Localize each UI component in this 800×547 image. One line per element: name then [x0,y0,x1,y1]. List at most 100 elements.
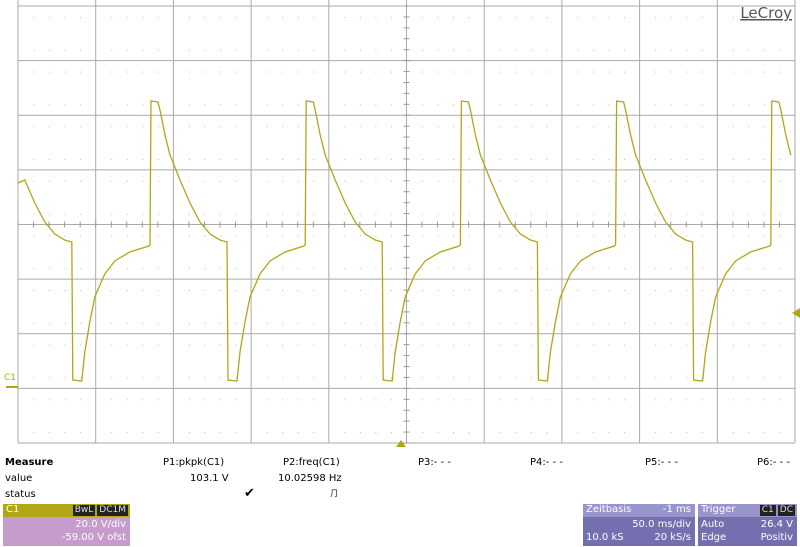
grid-dot [701,432,703,434]
grid-dot [592,344,594,346]
grid-dot [375,49,377,51]
grid-dot [111,399,113,401]
grid-dot [701,180,703,182]
grid-dot [235,399,237,401]
grid-dot [142,344,144,346]
grid-dot [359,180,361,182]
grid-dot [80,235,82,237]
grid-dot [546,158,548,160]
param-name: P2:freq(C1) [283,457,340,468]
grid-dot [111,104,113,106]
grid-dot [748,290,750,292]
grid-dot [359,377,361,379]
grid-dot [375,290,377,292]
grid-dot [188,344,190,346]
grid-dot [546,399,548,401]
grid-dot [732,322,734,324]
grid-dot [468,290,470,292]
grid-dot [779,126,781,128]
grid-dot [80,377,82,379]
grid-dot [235,432,237,434]
grid-dot [157,377,159,379]
grid-dot [204,432,206,434]
param-name: P3:- - - [418,457,451,468]
grid-dot [188,290,190,292]
grid-dot [33,158,35,160]
grid-dot [437,104,439,106]
grid-dot [390,322,392,324]
grid-dot [49,290,51,292]
grid-dot [763,290,765,292]
grid-dot [344,104,346,106]
grid-dot [701,16,703,18]
grid-dot [111,432,113,434]
grid-dot [608,399,610,401]
grid-dot [282,235,284,237]
grid-dot [344,290,346,292]
grid-dot [468,432,470,434]
timebase-box[interactable]: Zeitbasis -1 ms 50.0 ms/div 10.0 kS 20 kS… [583,504,695,546]
grid-dot [732,71,734,73]
grid-dot [577,344,579,346]
grid-dot [235,180,237,182]
grid-dot [220,377,222,379]
grid-dot [779,322,781,324]
grid-dot [592,235,594,237]
grid-dot [282,49,284,51]
grid-dot [111,16,113,18]
grid-dot [33,377,35,379]
grid-dot [266,104,268,106]
grid-dot [624,235,626,237]
grid-dot [624,290,626,292]
grid-dot [157,158,159,160]
grid-dot [111,126,113,128]
grid-dot [624,432,626,434]
grid-dot [655,322,657,324]
status-icon: ⺆ [330,489,338,498]
grid-dot [515,71,517,73]
grid-dot [732,377,734,379]
grid-dot [748,432,750,434]
grid-dot [608,213,610,215]
logo: LeCroy [740,4,792,22]
timebase-title: Zeitbasis [586,504,632,515]
trigger-mode: Auto [701,519,725,530]
grid-dot [670,322,672,324]
grid-dot [437,268,439,270]
grid-dot [530,104,532,106]
grid-dot [126,235,128,237]
grid-dot [282,432,284,434]
grid-dot [732,290,734,292]
grid-dot [577,49,579,51]
grid-dot [64,322,66,324]
grid-dot [235,268,237,270]
grid-dot [359,71,361,73]
grid-dot [670,126,672,128]
param-name: P5:- - - [645,457,678,468]
grid-dot [390,104,392,106]
grid-dot [453,71,455,73]
grid-dot [779,71,781,73]
grid-dot [608,377,610,379]
status-check: ✔ [244,486,255,501]
grid-dot [608,344,610,346]
grid-dot [422,290,424,292]
grid-dot [763,126,765,128]
grid-dot [670,71,672,73]
grid-dot [297,290,299,292]
grid-dot [359,158,361,160]
grid-dot [546,49,548,51]
channel-offset: -59.00 V ofst [61,532,126,543]
trigger-box[interactable]: Trigger C1 DC Auto 26.4 V Edge Positiv [698,504,797,546]
grid-dot [266,126,268,128]
grid-dot [157,268,159,270]
grid-dot [453,344,455,346]
grid-dot [313,71,315,73]
grid-dot [453,104,455,106]
grid-dot [453,180,455,182]
grid-dot [188,180,190,182]
channel-box[interactable]: C1 BwL DC1M 20.0 V/div -59.00 V ofst [3,504,130,546]
grid-dot [220,344,222,346]
grid-dot [266,158,268,160]
grid-dot [670,399,672,401]
